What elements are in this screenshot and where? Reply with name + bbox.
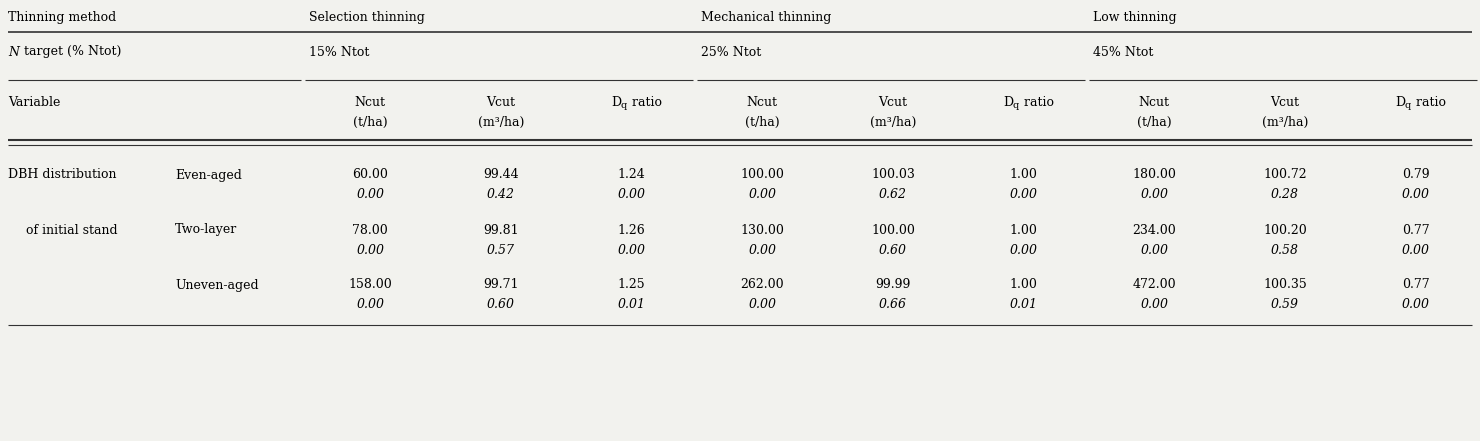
Text: q: q <box>1405 101 1410 111</box>
Text: 130.00: 130.00 <box>740 224 784 236</box>
Text: (m³/ha): (m³/ha) <box>870 116 916 128</box>
Text: 0.00: 0.00 <box>1402 299 1430 311</box>
Text: 0.58: 0.58 <box>1271 243 1299 257</box>
Text: 0.59: 0.59 <box>1271 299 1299 311</box>
Text: 0.00: 0.00 <box>749 188 777 202</box>
Text: (t/ha): (t/ha) <box>744 116 780 128</box>
Text: q: q <box>1012 101 1018 111</box>
Text: Ncut: Ncut <box>355 96 386 108</box>
Text: 0.77: 0.77 <box>1402 279 1430 292</box>
Text: 0.66: 0.66 <box>879 299 907 311</box>
Text: 25% Ntot: 25% Ntot <box>702 45 761 59</box>
Text: ratio: ratio <box>628 96 662 108</box>
Text: N: N <box>7 45 19 59</box>
Text: Even-aged: Even-aged <box>175 168 241 182</box>
Text: 234.00: 234.00 <box>1132 224 1177 236</box>
Text: 0.00: 0.00 <box>1402 188 1430 202</box>
Text: of initial stand: of initial stand <box>27 224 117 236</box>
Text: 78.00: 78.00 <box>352 224 388 236</box>
Text: 1.00: 1.00 <box>1009 279 1037 292</box>
Text: 0.00: 0.00 <box>749 299 777 311</box>
Text: Thinning method: Thinning method <box>7 11 117 25</box>
Text: Low thinning: Low thinning <box>1094 11 1177 25</box>
Text: Vcut: Vcut <box>1270 96 1299 108</box>
Text: 1.00: 1.00 <box>1009 224 1037 236</box>
Text: 0.57: 0.57 <box>487 243 515 257</box>
Text: 45% Ntot: 45% Ntot <box>1094 45 1153 59</box>
Text: 0.00: 0.00 <box>749 243 777 257</box>
Text: 100.03: 100.03 <box>872 168 915 182</box>
Text: 0.79: 0.79 <box>1402 168 1430 182</box>
Text: 60.00: 60.00 <box>352 168 388 182</box>
Text: ratio: ratio <box>1020 96 1054 108</box>
Text: 1.00: 1.00 <box>1009 168 1037 182</box>
Text: 0.00: 0.00 <box>357 243 385 257</box>
Text: 100.72: 100.72 <box>1264 168 1307 182</box>
Text: Vcut: Vcut <box>487 96 515 108</box>
Text: Uneven-aged: Uneven-aged <box>175 279 259 292</box>
Text: 0.60: 0.60 <box>879 243 907 257</box>
Text: 0.60: 0.60 <box>487 299 515 311</box>
Text: D: D <box>611 96 622 108</box>
Text: Mechanical thinning: Mechanical thinning <box>702 11 832 25</box>
Text: target (% Ntot): target (% Ntot) <box>21 45 121 59</box>
Text: 0.00: 0.00 <box>357 299 385 311</box>
Text: 0.42: 0.42 <box>487 188 515 202</box>
Text: Ncut: Ncut <box>1138 96 1169 108</box>
Text: 99.99: 99.99 <box>875 279 910 292</box>
Text: 0.01: 0.01 <box>617 299 645 311</box>
Text: 0.00: 0.00 <box>617 243 645 257</box>
Text: 0.28: 0.28 <box>1271 188 1299 202</box>
Text: (m³/ha): (m³/ha) <box>1262 116 1308 128</box>
Text: Selection thinning: Selection thinning <box>309 11 425 25</box>
Text: 100.20: 100.20 <box>1262 224 1307 236</box>
Text: 1.26: 1.26 <box>617 224 645 236</box>
Text: Vcut: Vcut <box>879 96 907 108</box>
Text: 15% Ntot: 15% Ntot <box>309 45 370 59</box>
Text: 0.00: 0.00 <box>1140 243 1168 257</box>
Text: 100.00: 100.00 <box>740 168 784 182</box>
Text: 1.24: 1.24 <box>617 168 645 182</box>
Text: D: D <box>1003 96 1014 108</box>
Text: 99.44: 99.44 <box>482 168 519 182</box>
Text: 100.00: 100.00 <box>872 224 915 236</box>
Text: 99.81: 99.81 <box>482 224 519 236</box>
Text: D: D <box>1396 96 1406 108</box>
Text: 0.00: 0.00 <box>1140 188 1168 202</box>
Text: (t/ha): (t/ha) <box>354 116 388 128</box>
Text: 0.00: 0.00 <box>1009 243 1037 257</box>
Text: 0.00: 0.00 <box>1402 243 1430 257</box>
Text: ratio: ratio <box>1412 96 1446 108</box>
Text: 0.00: 0.00 <box>1009 188 1037 202</box>
Text: 0.62: 0.62 <box>879 188 907 202</box>
Text: Ncut: Ncut <box>747 96 778 108</box>
Text: Two-layer: Two-layer <box>175 224 237 236</box>
Text: 262.00: 262.00 <box>740 279 784 292</box>
Text: 0.00: 0.00 <box>617 188 645 202</box>
Text: 100.35: 100.35 <box>1262 279 1307 292</box>
Text: 0.77: 0.77 <box>1402 224 1430 236</box>
Text: 99.71: 99.71 <box>484 279 519 292</box>
Text: 472.00: 472.00 <box>1132 279 1177 292</box>
Text: 0.00: 0.00 <box>1140 299 1168 311</box>
Text: DBH distribution: DBH distribution <box>7 168 117 182</box>
Text: (m³/ha): (m³/ha) <box>478 116 524 128</box>
Text: 0.01: 0.01 <box>1009 299 1037 311</box>
Text: 1.25: 1.25 <box>617 279 645 292</box>
Text: (t/ha): (t/ha) <box>1137 116 1172 128</box>
Text: 158.00: 158.00 <box>348 279 392 292</box>
Text: 0.00: 0.00 <box>357 188 385 202</box>
Text: q: q <box>620 101 628 111</box>
Text: 180.00: 180.00 <box>1132 168 1177 182</box>
Text: Variable: Variable <box>7 96 61 108</box>
